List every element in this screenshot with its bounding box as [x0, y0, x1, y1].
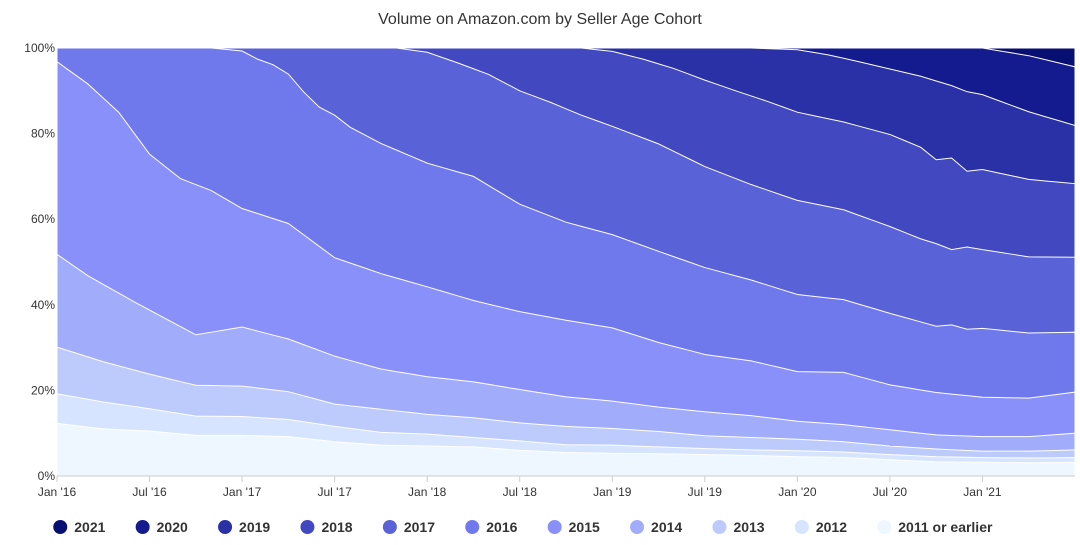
- legend-label: 2017: [404, 519, 435, 535]
- x-tick-label: Jan '21: [963, 485, 1002, 499]
- chart-title: Volume on Amazon.com by Seller Age Cohor…: [378, 11, 702, 28]
- legend-item-2017[interactable]: 2017: [382, 519, 435, 535]
- legend-item-2019[interactable]: 2019: [218, 519, 270, 535]
- legend-item-2018[interactable]: 2018: [300, 519, 353, 535]
- x-axis: Jan '16 Jul '16 Jan '17 Jul '17 Jan '18 Jul '…: [38, 475, 1075, 499]
- legend-label: 2013: [733, 519, 764, 535]
- x-tick-label: Jul '18: [503, 485, 538, 499]
- legend-label: 2021: [74, 519, 105, 535]
- x-tick-label: Jan '17: [223, 485, 262, 499]
- legend-label: 2015: [569, 519, 600, 535]
- legend-item-2013[interactable]: 2013: [712, 519, 765, 535]
- legend-label: 2020: [157, 519, 188, 535]
- x-tick-label: Jul '19: [688, 485, 723, 499]
- legend-swatch: [712, 520, 727, 534]
- y-tick-label: 0%: [38, 469, 56, 483]
- y-tick-label: 100%: [24, 41, 55, 55]
- legend-swatch: [465, 520, 480, 534]
- legend-swatch: [382, 520, 397, 534]
- legend: 2021 2020 2019 2018 2017 2016 2015 2014 2013 2012…: [53, 519, 993, 535]
- legend-item-2021[interactable]: 2021: [53, 519, 106, 535]
- legend-label: 2012: [816, 519, 847, 535]
- legend-label: 2011 or earlier: [898, 519, 993, 535]
- legend-swatch: [877, 520, 892, 534]
- legend-label: 2014: [651, 519, 682, 535]
- legend-swatch: [630, 520, 645, 534]
- area-layers: [56, 47, 1076, 477]
- legend-label: 2018: [321, 519, 352, 535]
- x-tick-label: Jan '19: [593, 485, 632, 499]
- area-series-2011-or-earlier: [56, 422, 1076, 477]
- x-tick-label: Jan '18: [408, 485, 447, 499]
- x-tick-label: Jul '20: [873, 485, 908, 499]
- legend-item-2015[interactable]: 2015: [547, 519, 600, 535]
- legend-swatch: [547, 520, 562, 534]
- y-tick-label: 80%: [31, 127, 55, 141]
- legend-label: 2019: [239, 519, 270, 535]
- legend-swatch: [135, 520, 150, 534]
- legend-item-2012[interactable]: 2012: [794, 519, 847, 535]
- legend-item-2016[interactable]: 2016: [465, 519, 518, 535]
- legend-swatch: [218, 520, 233, 534]
- legend-item-2020[interactable]: 2020: [135, 519, 188, 535]
- x-tick-label: Jul '16: [132, 485, 167, 499]
- x-tick-label: Jan '16: [38, 485, 77, 499]
- legend-label: 2016: [486, 519, 517, 535]
- y-axis: 0% 20% 40% 60% 80% 100%: [24, 41, 55, 483]
- legend-swatch: [300, 520, 315, 534]
- legend-swatch: [794, 520, 809, 534]
- y-tick-label: 20%: [31, 383, 55, 397]
- y-tick-label: 40%: [31, 298, 55, 312]
- legend-swatch: [53, 520, 68, 534]
- y-tick-label: 60%: [31, 212, 55, 226]
- legend-item-2011-or-earlier[interactable]: 2011 or earlier: [877, 519, 993, 535]
- legend-item-2014[interactable]: 2014: [630, 519, 682, 535]
- x-tick-label: Jul '17: [317, 485, 352, 499]
- x-tick-label: Jan '20: [778, 485, 817, 499]
